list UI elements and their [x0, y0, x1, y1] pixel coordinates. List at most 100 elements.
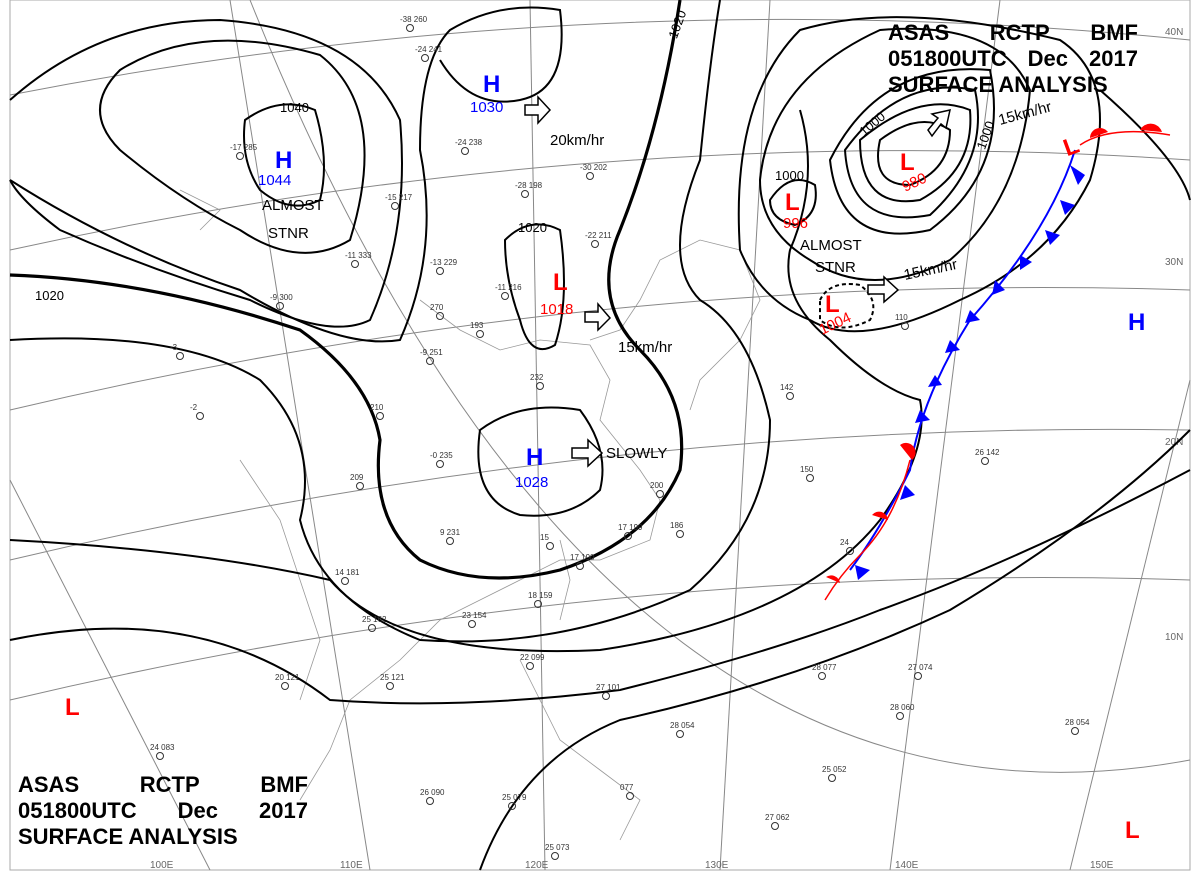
- station-marker-icon: [846, 547, 854, 555]
- station-marker-icon: [676, 530, 684, 538]
- station-observation: 25 162: [362, 615, 387, 624]
- station-marker-icon: [536, 382, 544, 390]
- title-bottom-left: ASAS RCTP BMF 051800UTC Dec 2017 SURFACE ANALY…: [18, 772, 308, 850]
- station-observation: 25 052: [822, 765, 847, 774]
- station-observation: 110: [895, 313, 908, 322]
- station-observation: -24 241: [415, 45, 443, 54]
- high-center-icon: H: [483, 71, 500, 98]
- station-observation: -3: [170, 343, 178, 352]
- station-marker-icon: [546, 542, 554, 550]
- station-observation: 22 099: [520, 653, 545, 662]
- station-marker-icon: [436, 312, 444, 320]
- lat-label: 40N: [1165, 27, 1183, 38]
- station-observation: -0 235: [430, 451, 453, 460]
- title-year: 2017: [259, 798, 308, 823]
- station-marker-icon: [508, 802, 516, 810]
- title-analysis: SURFACE ANALYSIS: [18, 824, 238, 849]
- title-time: 051800UTC: [18, 798, 137, 823]
- station-observation: 150: [800, 465, 814, 474]
- station-observation: -9 251: [420, 348, 443, 357]
- station-marker-icon: [591, 240, 599, 248]
- station-marker-icon: [771, 822, 779, 830]
- lat-label: 20N: [1165, 437, 1183, 448]
- pressure-value: 1018: [540, 301, 573, 318]
- station-observation: -11 333: [345, 251, 372, 260]
- station-observation: -22 211: [585, 231, 612, 240]
- station-marker-icon: [426, 797, 434, 805]
- station-observation: -24 238: [455, 138, 483, 147]
- title-month: Dec: [177, 798, 219, 823]
- station-observation: -13 229: [430, 258, 458, 267]
- station-marker-icon: [468, 620, 476, 628]
- low-center-icon: L: [553, 269, 568, 296]
- pressure-value: 1030: [470, 99, 503, 116]
- title-year: 2017: [1089, 46, 1138, 71]
- isobar-label: 1000: [775, 168, 804, 183]
- station-marker-icon: [501, 292, 509, 300]
- station-marker-icon: [806, 474, 814, 482]
- station-observation: 17 190: [570, 553, 595, 562]
- station-marker-icon: [534, 600, 542, 608]
- station-observation: 232: [530, 373, 544, 382]
- station-observation: 24 083: [150, 743, 175, 752]
- stationary-label: STNR: [815, 259, 856, 276]
- station-observation: 27 101: [596, 683, 621, 692]
- lon-label: 130E: [705, 860, 729, 871]
- station-marker-icon: [526, 662, 534, 670]
- coastlines: [179, 189, 761, 841]
- station-marker-icon: [624, 532, 632, 540]
- isobar-label: 1040: [280, 100, 309, 115]
- station-marker-icon: [391, 202, 399, 210]
- title-analysis: SURFACE ANALYSIS: [888, 72, 1108, 97]
- station-marker-icon: [914, 672, 922, 680]
- station-marker-icon: [676, 730, 684, 738]
- station-marker-icon: [476, 330, 484, 338]
- station-observation: -9 300: [270, 293, 293, 302]
- movement-arrows: [524, 95, 951, 468]
- station-marker-icon: [406, 24, 414, 32]
- station-marker-icon: [176, 352, 184, 360]
- station-observation: 193: [470, 321, 484, 330]
- station-observation: 18 159: [528, 591, 553, 600]
- station-marker-icon: [901, 322, 909, 330]
- warm-front: [824, 123, 1171, 601]
- pressure-value: 996: [783, 215, 808, 232]
- station-observation: -28 198: [515, 181, 543, 190]
- pressure-value: 1028: [515, 474, 548, 491]
- station-observation: 25 073: [545, 843, 570, 852]
- station-marker-icon: [421, 54, 429, 62]
- station-marker-icon: [1071, 727, 1079, 735]
- title-time: 051800UTC: [888, 46, 1007, 71]
- station-marker-icon: [351, 260, 359, 268]
- station-marker-icon: [602, 692, 610, 700]
- station-observations: -38 260 -24 241 -24 238 -30 202 -28 198 -22 2…: [150, 15, 1090, 860]
- station-marker-icon: [281, 682, 289, 690]
- station-observation: -15 217: [385, 193, 413, 202]
- station-marker-icon: [436, 460, 444, 468]
- grid-labels: 40N 30N 20N 10N 100E 110E 120E 130E 140E…: [150, 27, 1183, 871]
- station-observation: 9 231: [440, 528, 461, 537]
- station-marker-icon: [446, 537, 454, 545]
- title-product: ASAS: [888, 20, 950, 45]
- title-code: BMF: [1090, 20, 1138, 45]
- station-marker-icon: [276, 302, 284, 310]
- lon-label: 110E: [340, 860, 363, 871]
- station-observation: 24: [840, 538, 849, 547]
- lon-label: 150E: [1090, 860, 1114, 871]
- station-marker-icon: [656, 490, 664, 498]
- station-marker-icon: [376, 412, 384, 420]
- station-marker-icon: [356, 482, 364, 490]
- station-observation: 28 060: [890, 703, 915, 712]
- station-observation: 25 121: [380, 673, 405, 682]
- title-top-right: ASAS RCTP BMF 051800UTC Dec 2017 SURFACE ANALY…: [888, 20, 1138, 98]
- station-marker-icon: [828, 774, 836, 782]
- station-observation: 20 121: [275, 673, 300, 682]
- station-observation: 26 090: [420, 788, 445, 797]
- station-observation: 077: [620, 783, 634, 792]
- lon-label: 120E: [525, 860, 549, 871]
- station-marker-icon: [236, 152, 244, 160]
- station-marker-icon: [386, 682, 394, 690]
- station-observation: 17 199: [618, 523, 643, 532]
- high-center-icon: H: [1128, 309, 1145, 336]
